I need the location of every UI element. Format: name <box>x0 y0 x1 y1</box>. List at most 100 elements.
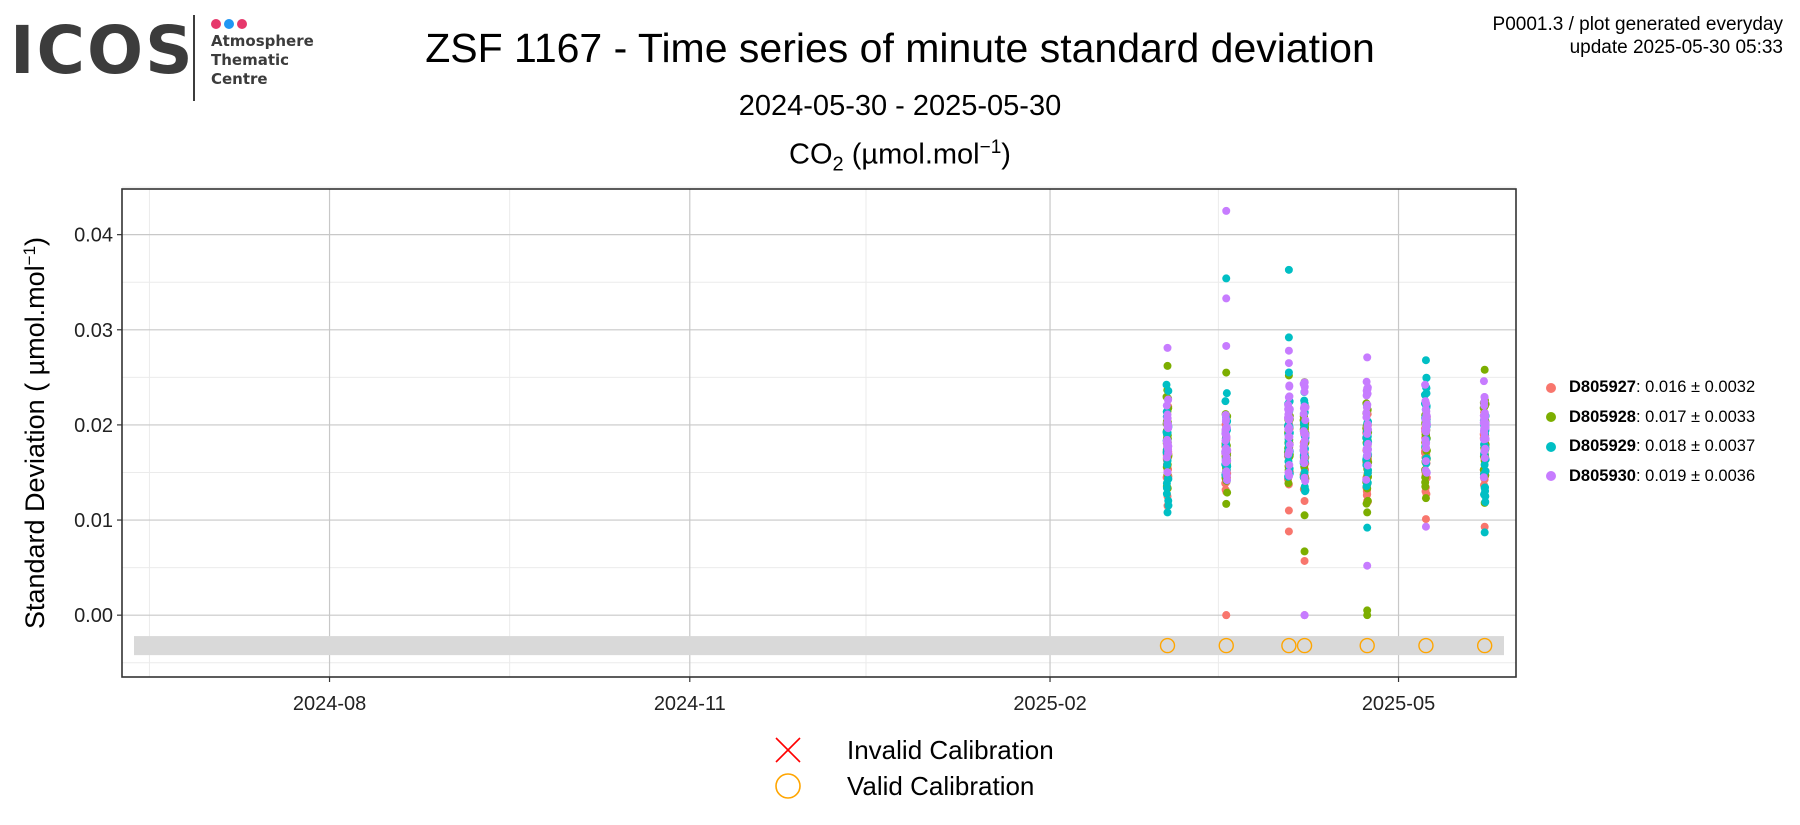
data-point <box>1422 412 1431 421</box>
data-point <box>1364 445 1373 454</box>
logo-dot <box>211 19 221 29</box>
valid-calibration-marker <box>1218 637 1234 654</box>
data-point <box>1364 439 1373 448</box>
data-point <box>1363 353 1372 362</box>
legend-series-name: D805930 <box>1569 466 1636 485</box>
data-point <box>1362 413 1371 422</box>
legend-invalid-label: Invalid Calibration <box>847 735 1054 765</box>
data-point <box>1363 523 1372 532</box>
data-point <box>1363 508 1372 517</box>
y-tick-label: 0.03 <box>74 320 113 342</box>
logo-wordmark: ICOS <box>10 12 195 89</box>
data-point <box>1363 561 1372 570</box>
data-point <box>1480 483 1489 492</box>
data-point <box>1422 389 1431 398</box>
data-point <box>1164 395 1173 404</box>
data-point <box>1285 423 1294 432</box>
icos-logo: ICOS Atmosphere Thematic Centre <box>10 12 330 107</box>
logo-text: Atmosphere Thematic Centre <box>211 32 314 89</box>
series-legend: D805927: 0.016 ± 0.0032 D805928: 0.017 ± … <box>1546 373 1755 491</box>
valid-calibration-marker <box>1476 637 1493 654</box>
data-point <box>1362 377 1371 386</box>
data-point <box>1480 460 1489 469</box>
data-point <box>1480 447 1489 456</box>
data-point <box>1300 378 1309 387</box>
data-point <box>1363 400 1372 409</box>
data-point <box>1284 527 1293 536</box>
data-point <box>1300 556 1309 565</box>
logo-line: Thematic <box>211 51 290 69</box>
data-point <box>1480 528 1489 537</box>
data-point <box>1163 508 1172 517</box>
data-point <box>1479 377 1488 386</box>
data-point <box>1222 468 1231 477</box>
legend-item: D805928: 0.017 ± 0.0033 <box>1546 403 1755 433</box>
plot-subtitle: CO2 (µmol.mol−1) <box>789 137 1011 176</box>
data-point <box>1299 457 1308 466</box>
data-point <box>1164 442 1173 451</box>
legend-series-name: D805929 <box>1569 437 1636 456</box>
data-point <box>1164 424 1173 433</box>
logo-divider <box>193 15 195 101</box>
data-point <box>1285 440 1294 449</box>
data-point <box>1284 479 1293 488</box>
legend-series-stats: : 0.016 ± 0.0032 <box>1635 378 1756 397</box>
data-point <box>1421 522 1430 531</box>
valid-calibration-marker <box>1418 637 1434 654</box>
logo-dot <box>237 19 247 29</box>
data-point <box>1284 506 1293 515</box>
data-point <box>1480 393 1489 402</box>
data-point <box>1481 492 1490 501</box>
logo-dot <box>224 19 234 29</box>
legend-series-stats: : 0.017 ± 0.0033 <box>1635 407 1756 426</box>
data-point <box>1422 373 1431 382</box>
data-point <box>1480 401 1489 410</box>
data-point <box>1422 468 1431 477</box>
legend-dot <box>1546 382 1556 393</box>
data-point <box>1299 447 1308 456</box>
date-range: 2024-05-30 - 2025-05-30 <box>738 90 1062 122</box>
data-point <box>1222 206 1231 215</box>
data-point <box>1479 473 1488 482</box>
data-point <box>1301 416 1310 425</box>
data-point <box>1421 356 1430 365</box>
data-point <box>1363 390 1372 399</box>
legend-series-stats: : 0.018 ± 0.0037 <box>1635 437 1756 456</box>
data-point <box>1479 426 1488 435</box>
data-point <box>1480 365 1489 374</box>
x-tick-label: 2025-02 <box>1013 693 1086 715</box>
data-point <box>1481 497 1490 506</box>
data-point <box>1222 476 1231 485</box>
data-point <box>1363 611 1372 620</box>
data-point <box>1222 453 1231 462</box>
data-point <box>1285 392 1294 401</box>
data-point <box>1479 435 1488 444</box>
valid-calibration-marker <box>1281 637 1297 654</box>
legend-valid-label: Valid Calibration <box>847 771 1035 801</box>
data-point <box>1162 483 1171 492</box>
legend-series-stats: : 0.019 ± 0.0036 <box>1635 466 1756 485</box>
data-point <box>1300 611 1309 620</box>
data-point <box>1162 380 1171 389</box>
data-point <box>1222 274 1231 283</box>
data-point <box>1422 420 1431 429</box>
x-tick-label: 2024-11 <box>654 693 726 715</box>
legend-dot <box>1546 441 1556 452</box>
logo-line: Atmosphere <box>211 32 314 50</box>
data-point <box>1164 496 1173 505</box>
data-point <box>1285 447 1294 456</box>
plot-generation-info: P0001.3 / plot generated everyday <box>1492 14 1783 35</box>
data-point <box>1222 444 1231 453</box>
x-tick-label: 2024-08 <box>293 693 366 715</box>
logo-dots <box>211 16 250 34</box>
x-tick-label: 2025-05 <box>1362 693 1435 715</box>
data-point <box>1421 482 1430 491</box>
data-point <box>1421 435 1430 444</box>
data-point <box>1301 486 1310 495</box>
data-point <box>1299 409 1308 418</box>
data-point <box>1162 489 1171 498</box>
data-point <box>1421 494 1430 503</box>
data-point <box>1299 439 1308 448</box>
y-axis-label: Standard Deviation ( µmol.mol−1) <box>20 237 51 629</box>
